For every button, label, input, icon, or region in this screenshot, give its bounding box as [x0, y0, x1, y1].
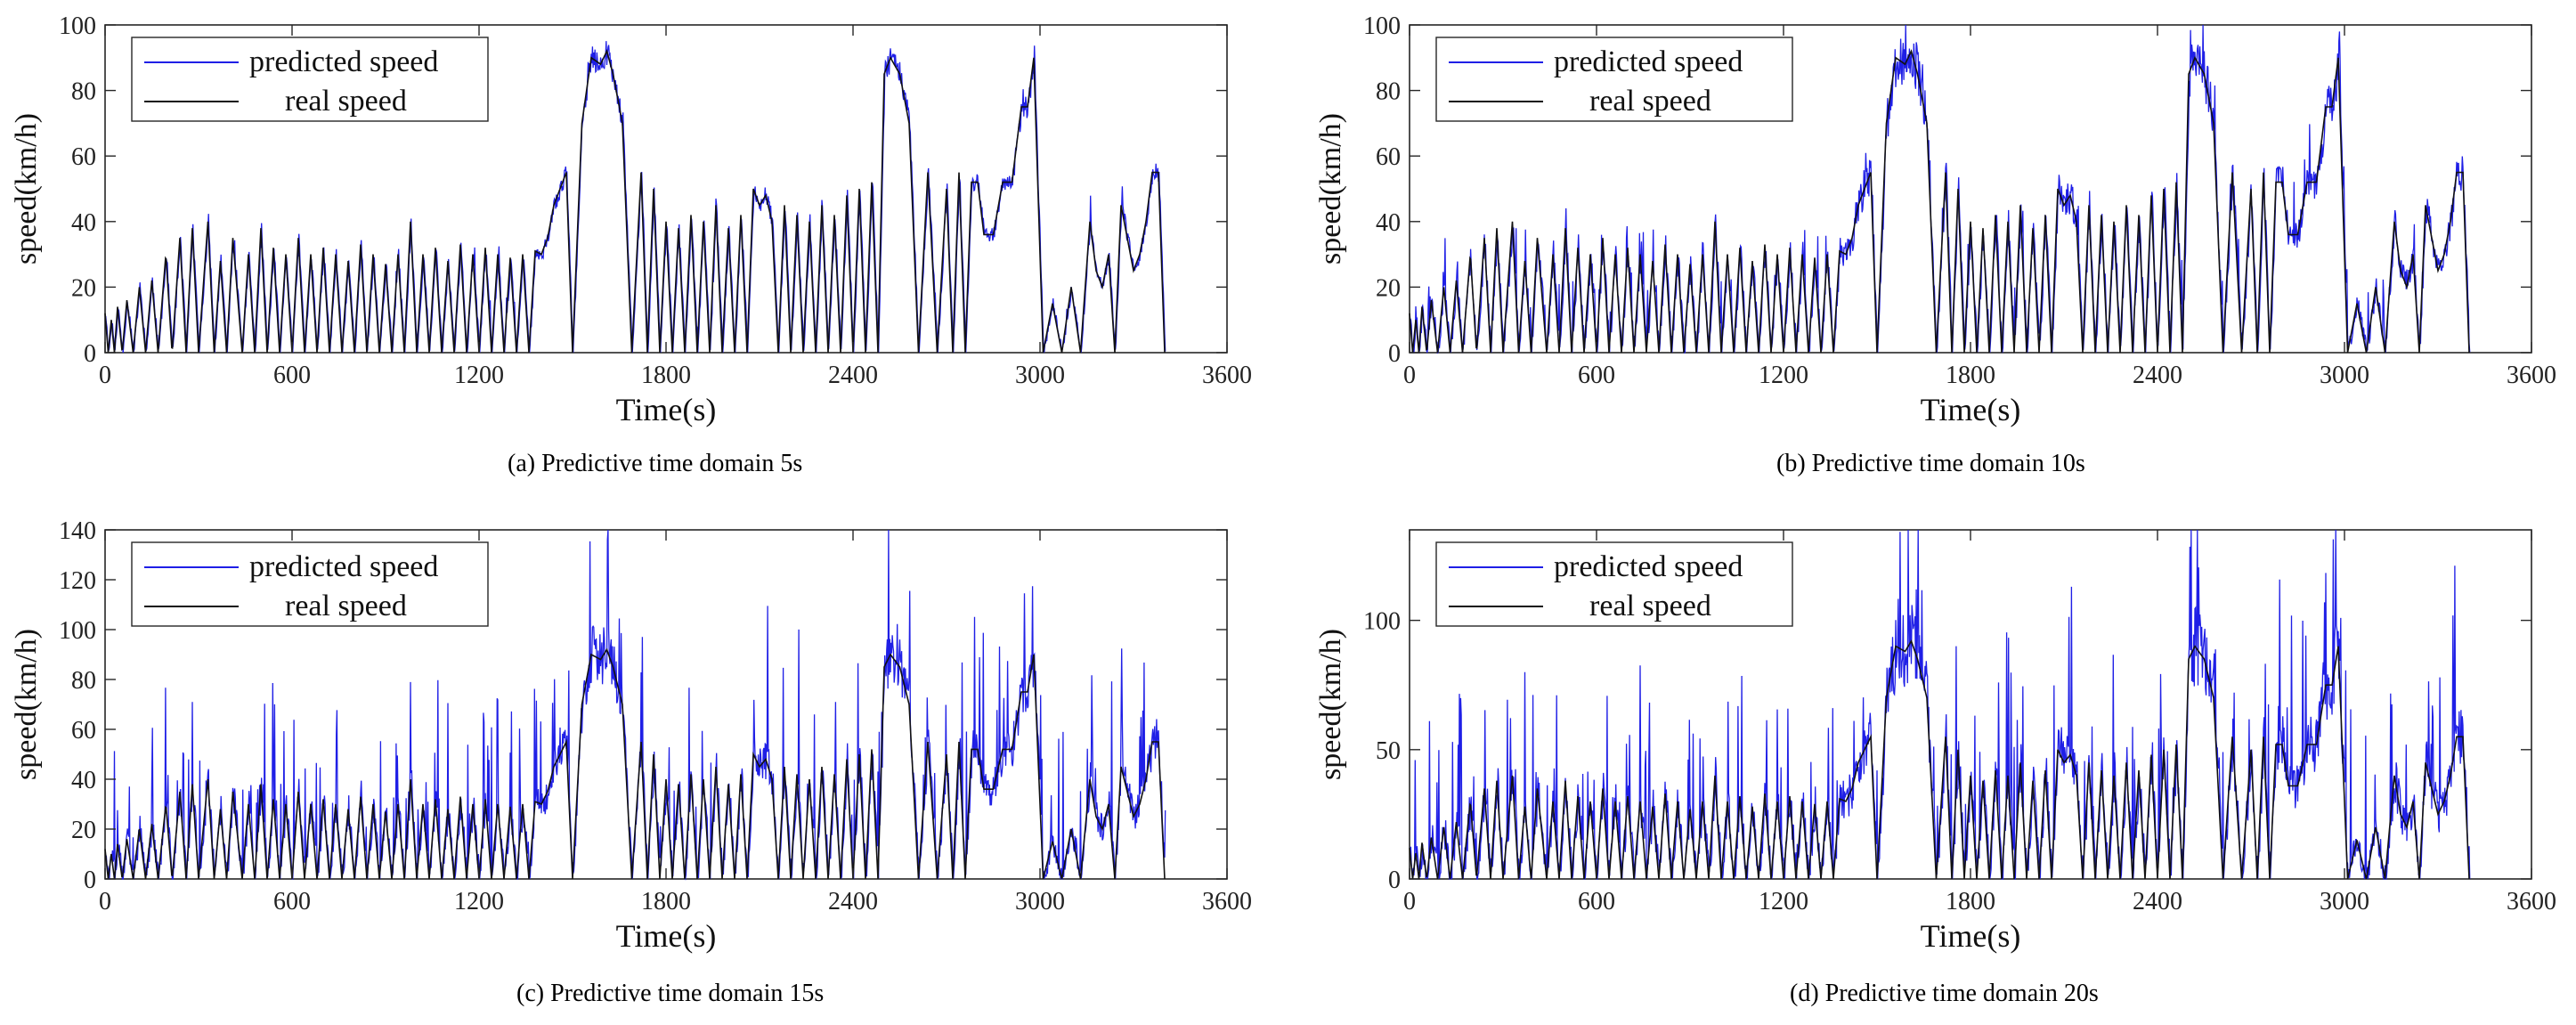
x-axis-label: Time(s): [1921, 918, 2021, 954]
legend-label-real: real speed: [1589, 590, 1711, 622]
legend-box: [131, 37, 489, 122]
real-speed-line: [104, 49, 1166, 354]
x-axis-label: Time(s): [616, 918, 717, 954]
x-axis-label: Time(s): [616, 392, 717, 427]
x-tick-label: 1800: [1946, 888, 1995, 915]
chart-svg-b: 0 600 1200 1800 2400 3000 3600 0 20 40 60 80 100 Time…: [1314, 12, 2556, 427]
x-tick-label: 3600: [2507, 362, 2556, 389]
chart-svg-d: 0 600 1200 1800 2400 3000 3600 0 50 100 Time(s) spe…: [1314, 529, 2556, 954]
chart-svg-a: 0 600 1200 1800 2400 3000 3600 0 20 40 60 80 100 Time…: [10, 12, 1252, 427]
real-speed-line: [104, 647, 1166, 880]
x-tick-label: 2400: [828, 362, 878, 389]
x-tick-label: 2400: [2133, 888, 2182, 915]
x-tick-label: 1200: [454, 362, 504, 389]
x-tick-label: 0: [99, 362, 111, 389]
y-axis-label: speed(km/h): [1314, 629, 1347, 780]
legend-label-real: real speed: [285, 85, 407, 118]
chart-panel-c: 0 600 1200 1800 2400 3000 3600 0 20 40 60 80 100 120 1…: [0, 512, 1273, 1025]
y-tick-label: 100: [59, 617, 96, 645]
x-tick-label: 0: [1403, 362, 1416, 389]
y-tick-label: 40: [71, 209, 96, 237]
y-tick-label: 20: [1376, 274, 1401, 302]
chart-caption-c: (c) Predictive time domain 15s: [516, 980, 825, 1007]
y-tick-label: 80: [71, 78, 96, 106]
x-tick-label: 3000: [2320, 362, 2369, 389]
x-axis-label: Time(s): [1921, 392, 2021, 427]
chart-svg-c: 0 600 1200 1800 2400 3000 3600 0 20 40 60 80 100 120 1…: [10, 517, 1252, 954]
y-tick-label: 20: [71, 274, 96, 302]
y-tick-label: 100: [1363, 12, 1401, 40]
x-tick-label: 3000: [1015, 888, 1065, 915]
legend-label-predicted: predicted speed: [1554, 550, 1743, 583]
y-axis-label: speed(km/h): [1314, 113, 1347, 264]
x-tick-label: 3000: [2320, 888, 2369, 915]
chart-caption-b: (b) Predictive time domain 10s: [1776, 450, 2085, 477]
y-tick-label: 60: [1376, 143, 1401, 171]
x-tick-label: 3000: [1015, 362, 1065, 389]
legend-label-real: real speed: [1589, 85, 1711, 118]
x-tick-label: 1200: [1759, 888, 1808, 915]
y-tick-label: 60: [71, 717, 96, 744]
y-tick-label: 20: [71, 817, 96, 844]
x-tick-label: 1200: [454, 888, 504, 915]
y-tick-label: 100: [1363, 608, 1401, 636]
x-tick-label: 3600: [2507, 888, 2556, 915]
x-tick-label: 1800: [1946, 362, 1995, 389]
legend-box: [1435, 541, 1793, 627]
legend-box: [1435, 37, 1793, 122]
y-tick-label: 120: [59, 567, 96, 595]
y-axis-label: speed(km/h): [10, 629, 43, 780]
y-tick-label: 40: [1376, 209, 1401, 237]
x-tick-label: 1800: [641, 888, 691, 915]
x-tick-label: 600: [273, 888, 311, 915]
chart-panel-d: 0 600 1200 1800 2400 3000 3600 0 50 100 Time(s) spe…: [1304, 512, 2576, 1025]
y-axis-label: speed(km/h): [10, 113, 43, 264]
legend-label-predicted: predicted speed: [1554, 45, 1743, 78]
legend-label-predicted: predicted speed: [249, 45, 438, 78]
y-tick-label: 80: [1376, 78, 1401, 106]
y-tick-label: 100: [59, 12, 96, 40]
legend-box: [131, 541, 489, 627]
y-tick-label: 50: [1376, 737, 1401, 765]
y-tick-label: 40: [71, 767, 96, 794]
y-tick-label: 0: [84, 340, 96, 368]
x-tick-label: 3600: [1202, 362, 1252, 389]
y-tick-label: 60: [71, 143, 96, 171]
y-tick-label: 0: [1388, 866, 1401, 894]
legend-label-real: real speed: [285, 590, 407, 622]
chart-caption-d: (d) Predictive time domain 20s: [1790, 980, 2099, 1007]
x-tick-label: 600: [1578, 362, 1615, 389]
y-tick-label: 140: [59, 517, 96, 545]
x-tick-label: 1200: [1759, 362, 1808, 389]
y-tick-label: 0: [1388, 340, 1401, 368]
real-speed-line: [1409, 49, 2470, 354]
x-tick-label: 600: [273, 362, 311, 389]
x-tick-label: 2400: [2133, 362, 2182, 389]
x-tick-label: 2400: [828, 888, 878, 915]
x-tick-label: 3600: [1202, 888, 1252, 915]
x-tick-label: 1800: [641, 362, 691, 389]
real-speed-line: [1409, 639, 2470, 880]
x-tick-label: 0: [1403, 888, 1416, 915]
chart-caption-a: (a) Predictive time domain 5s: [508, 450, 803, 477]
chart-panel-b: 0 600 1200 1800 2400 3000 3600 0 20 40 60 80 100 Time…: [1304, 0, 2576, 499]
chart-panel-a: 0 600 1200 1800 2400 3000 3600 0 20 40 60 80 100 Time…: [0, 0, 1273, 499]
x-tick-label: 600: [1578, 888, 1615, 915]
y-tick-label: 0: [84, 866, 96, 894]
legend-label-predicted: predicted speed: [249, 550, 438, 583]
x-tick-label: 0: [99, 888, 111, 915]
y-tick-label: 80: [71, 667, 96, 695]
